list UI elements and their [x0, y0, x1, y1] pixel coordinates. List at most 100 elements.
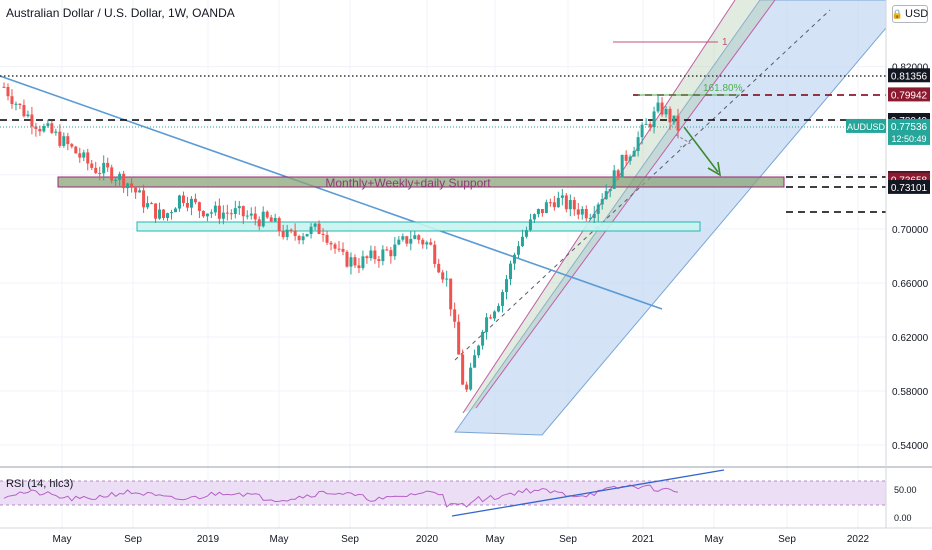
- candle-body: [473, 355, 477, 368]
- candle-body: [94, 167, 98, 173]
- candle-body: [341, 248, 345, 252]
- candle-body: [225, 212, 229, 214]
- price-tick-label: 0.58000: [892, 387, 929, 398]
- time-tick-label: May: [486, 534, 505, 545]
- downtrend-line[interactable]: [0, 75, 663, 310]
- price-tick-label: 0.70000: [892, 225, 929, 236]
- support-zone[interactable]: [57, 176, 785, 188]
- price-tick-label: 0.82000: [892, 63, 929, 74]
- projection-arrow[interactable]: [683, 126, 719, 173]
- candle-body: [497, 305, 501, 312]
- candle-body: [520, 236, 524, 247]
- candle-body: [624, 154, 628, 161]
- candle-body: [162, 209, 166, 219]
- candle-body: [608, 188, 612, 192]
- price-tag-value: 0.81356: [891, 71, 928, 82]
- price-tag-value: 0.79942: [891, 90, 928, 101]
- candle-body: [369, 250, 373, 259]
- candle-body: [397, 239, 401, 245]
- candle-body: [353, 257, 357, 266]
- rising-channel[interactable]: [454, 0, 887, 436]
- candle-body: [493, 311, 497, 319]
- rsi-axis: 50.00 0.00: [894, 485, 917, 523]
- candle-body: [501, 292, 505, 306]
- candle-body: [110, 167, 114, 181]
- candle-body: [429, 242, 433, 245]
- candle-body: [449, 278, 453, 310]
- candle-body: [126, 183, 130, 189]
- candle-body: [285, 229, 289, 238]
- candle-body: [385, 249, 389, 251]
- candle-body: [277, 217, 281, 231]
- price-tick-label: 0.54000: [892, 441, 929, 452]
- currency-selector[interactable]: 🔒 USD: [892, 5, 928, 23]
- rsi-line: [3, 484, 679, 508]
- wave-label: 1: [722, 37, 728, 48]
- candle-body: [349, 257, 353, 267]
- candle-body: [289, 229, 293, 231]
- candle-body: [26, 114, 30, 117]
- candle-body: [217, 205, 221, 219]
- candle-body: [485, 317, 489, 332]
- candle-body: [556, 197, 560, 208]
- candle-body: [146, 203, 150, 208]
- countdown-timer: 12:50:49: [891, 134, 926, 144]
- candle-body: [297, 236, 301, 241]
- candle-body: [6, 87, 10, 97]
- candle-body: [405, 236, 409, 244]
- channel-line-mid: [475, 0, 776, 409]
- candle-body: [150, 203, 154, 205]
- candle-body: [205, 213, 209, 217]
- candle-body: [413, 235, 417, 239]
- candle-body: [130, 183, 134, 188]
- time-tick-label: 2022: [847, 534, 870, 545]
- candle-body: [22, 104, 26, 117]
- time-tick-label: Sep: [124, 534, 142, 545]
- candle-body: [469, 367, 473, 390]
- candle-body: [181, 195, 185, 203]
- projection-arrow-head: [707, 161, 722, 177]
- candle-body: [409, 238, 413, 244]
- candle-body: [465, 384, 469, 390]
- candle-body: [38, 128, 42, 132]
- price-tag: [888, 87, 930, 102]
- candle-body: [481, 331, 485, 346]
- candle-body: [389, 250, 393, 257]
- candle-body: [580, 208, 584, 215]
- candle-body: [564, 195, 568, 210]
- candle-body: [532, 214, 536, 220]
- candle-body: [620, 154, 624, 178]
- time-tick-label: May: [270, 534, 289, 545]
- candle-body: [656, 102, 660, 112]
- time-axis[interactable]: May Sep 2019 May Sep 2020 May Sep 2021 May Sep 2022: [53, 534, 870, 545]
- candle-body: [18, 103, 22, 105]
- candle-body: [301, 236, 305, 241]
- candle-body: [82, 152, 86, 158]
- candle-body: [644, 123, 648, 125]
- candle-body: [568, 200, 572, 210]
- candle-body: [325, 234, 329, 243]
- candle-body: [361, 256, 365, 269]
- candle-body: [437, 263, 441, 273]
- rsi-trendline[interactable]: [451, 469, 725, 517]
- candle-body: [269, 217, 273, 222]
- rsi-legend: RSI (14, hlc3): [6, 478, 74, 490]
- candle-body: [632, 150, 636, 157]
- candle-body: [640, 124, 644, 138]
- candle-body: [676, 115, 680, 131]
- candle-body: [660, 102, 664, 115]
- candle-body: [86, 152, 90, 164]
- demand-zone[interactable]: [136, 221, 701, 232]
- candle-body: [365, 256, 369, 259]
- price-tag-value: 0.73101: [891, 183, 928, 194]
- candle-body: [14, 103, 18, 105]
- candle-body: [158, 209, 162, 219]
- candle-body: [62, 136, 66, 146]
- last-price-tag: [888, 118, 930, 145]
- time-tick-label: May: [705, 534, 724, 545]
- candle-body: [233, 208, 237, 214]
- candle-body: [528, 219, 532, 231]
- candle-body: [166, 213, 170, 219]
- candle-body: [305, 234, 309, 237]
